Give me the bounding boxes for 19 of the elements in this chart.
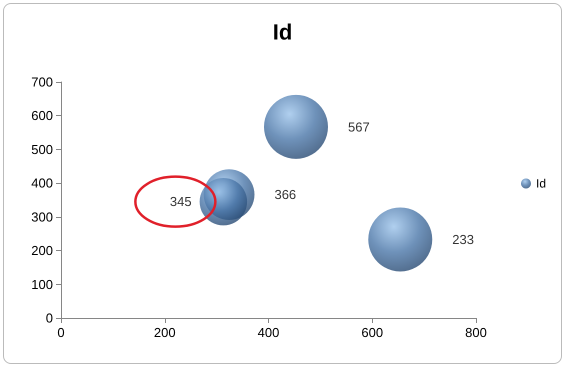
data-label: 366 [274, 187, 296, 202]
y-tick-label: 200 [31, 243, 53, 258]
data-label: 567 [348, 119, 370, 134]
y-tick-label: 400 [31, 176, 53, 191]
y-tick-label: 700 [31, 74, 53, 90]
x-tick-label: 600 [361, 325, 384, 340]
x-tick-label: 800 [465, 325, 487, 340]
y-tick-label: 0 [46, 310, 53, 326]
x-tick-label: 400 [258, 325, 280, 340]
y-tick-label: 300 [31, 209, 53, 224]
x-tick-label: 200 [154, 325, 176, 340]
x-tick-label: 0 [57, 325, 65, 340]
y-tick-label: 100 [31, 276, 53, 292]
chart-title: Id [272, 20, 292, 44]
data-label: 233 [452, 232, 474, 247]
y-tick-label: 500 [31, 142, 53, 157]
legend-label: Id [536, 176, 546, 190]
y-tick-label: 600 [31, 108, 53, 124]
data-label: 345 [170, 194, 192, 210]
